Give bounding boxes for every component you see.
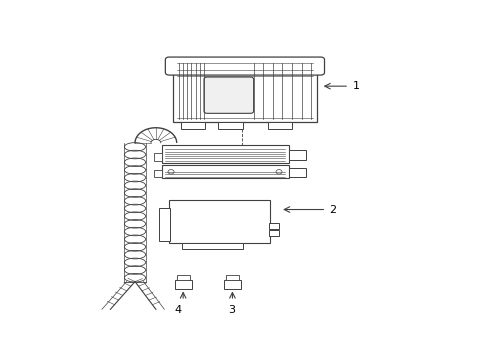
Bar (268, 230, 279, 236)
Text: 2: 2 (329, 204, 336, 215)
Text: 4: 4 (174, 305, 181, 315)
FancyBboxPatch shape (203, 77, 253, 113)
Bar (268, 223, 279, 229)
FancyBboxPatch shape (165, 57, 324, 75)
Bar (169, 201, 269, 243)
Bar (224, 280, 241, 288)
Bar (182, 243, 243, 249)
Bar (154, 153, 162, 161)
Bar (159, 208, 170, 242)
Bar (180, 122, 205, 129)
Bar (173, 60, 316, 122)
Bar (161, 165, 288, 179)
Bar (288, 168, 305, 177)
Bar (267, 122, 292, 129)
Bar (154, 170, 162, 177)
Text: 1: 1 (352, 81, 359, 91)
Bar (175, 280, 191, 288)
Bar (288, 150, 305, 160)
Bar (218, 122, 243, 129)
Text: 3: 3 (227, 305, 234, 315)
Bar (161, 145, 288, 163)
Bar (225, 275, 239, 280)
Bar (176, 275, 189, 280)
